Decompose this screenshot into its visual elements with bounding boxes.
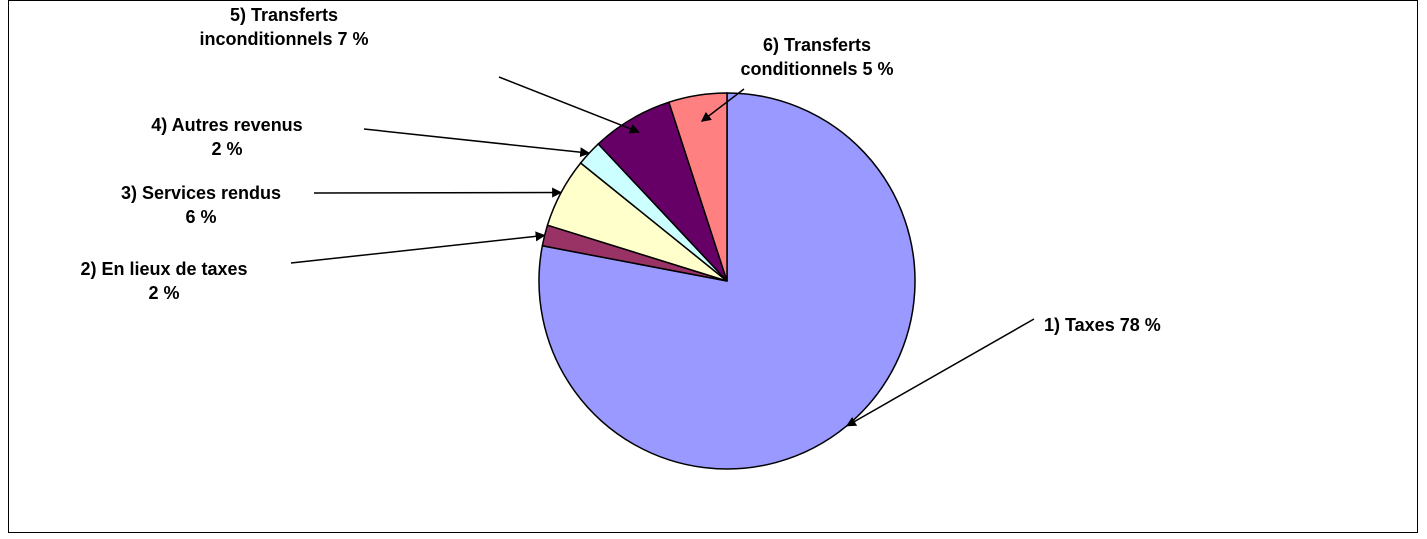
pie-chart: 1) Taxes 78 % 2) En lieux de taxes 2 % 3) S…	[9, 1, 1419, 534]
slice-label-line: inconditionnels 7 %	[199, 29, 368, 49]
leader-line-4	[364, 129, 589, 153]
slice-label-line: 1) Taxes 78 %	[1044, 315, 1161, 335]
slice-label-line: 2 %	[148, 283, 179, 303]
slice-label-line: 6 %	[185, 207, 216, 227]
slice-label-2: 2) En lieux de taxes 2 %	[80, 259, 247, 303]
leader-line-2	[291, 235, 545, 263]
slice-label-line: 3) Services rendus	[121, 183, 281, 203]
slice-label-5: 5) Transferts inconditionnels 7 %	[199, 5, 368, 49]
slice-label-line: 5) Transferts	[230, 5, 338, 25]
slice-label-line: 2) En lieux de taxes	[80, 259, 247, 279]
slice-label-4: 4) Autres revenus 2 %	[151, 115, 302, 159]
slice-label-line: 6) Transferts	[763, 35, 871, 55]
slice-label-line: 4) Autres revenus	[151, 115, 302, 135]
slice-label-6: 6) Transferts conditionnels 5 %	[740, 35, 893, 79]
leader-line-5	[499, 77, 639, 132]
slice-label-3: 3) Services rendus 6 %	[121, 183, 281, 227]
chart-frame: 1) Taxes 78 % 2) En lieux de taxes 2 % 3) S…	[8, 0, 1418, 533]
slice-label-1: 1) Taxes 78 %	[1044, 315, 1161, 335]
slice-label-line: conditionnels 5 %	[740, 59, 893, 79]
slice-label-line: 2 %	[211, 139, 242, 159]
